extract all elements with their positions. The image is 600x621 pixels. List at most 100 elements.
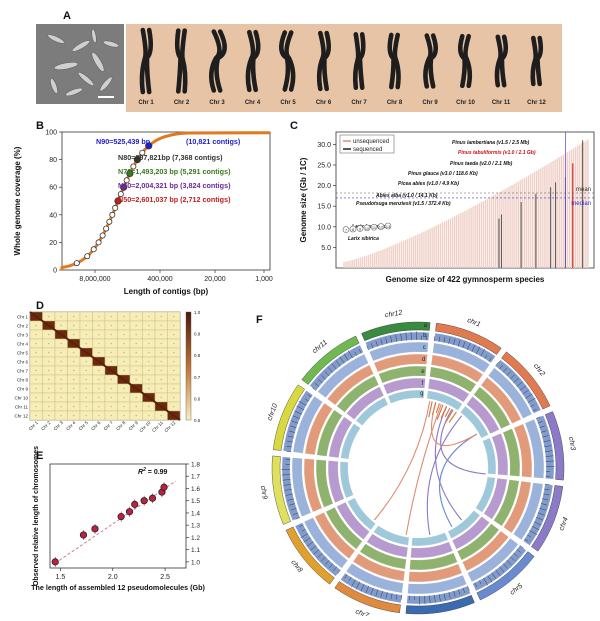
curve-point: [213, 131, 216, 134]
chromosome-label: Chr 7: [351, 100, 367, 106]
x-tick-label: 1.5: [56, 574, 66, 581]
chromatid: [460, 36, 464, 86]
contact-dot: [48, 370, 50, 372]
curve-point: [237, 131, 240, 134]
circos-plot: chr1chr2chr3chr4chr5chr6chr7chr8chr9chr1…: [230, 300, 600, 616]
y-tick-label: 1.7: [191, 474, 200, 481]
contact-dot: [135, 397, 137, 399]
chromatid: [465, 36, 469, 86]
contact-dot: [98, 325, 100, 327]
n-marker: [91, 247, 96, 252]
n-marker: [100, 233, 105, 238]
heatmap-row-label: Chr 12: [14, 414, 28, 419]
contact-dot: [160, 370, 162, 372]
species-label: Larix sibirica: [348, 236, 379, 242]
y-tick-label: 1.5: [191, 498, 200, 505]
species-label: Abies alba (v1.0 / 14.1 Kb): [375, 193, 438, 199]
contact-dot: [173, 352, 175, 354]
contact-dot: [73, 316, 75, 318]
contact-dot: [98, 379, 100, 381]
contact-dot: [60, 370, 62, 372]
contact-dot: [85, 406, 87, 408]
chromosome-8: [390, 35, 399, 87]
data-point: [161, 484, 167, 490]
contact-dot: [98, 352, 100, 354]
contact-dot: [160, 388, 162, 390]
contact-dot: [35, 388, 37, 390]
data-point: [80, 532, 86, 538]
chromosome-label: Chr 10: [456, 100, 475, 106]
y-tick-label: 5.0: [321, 245, 331, 252]
curve-point: [249, 131, 252, 134]
contact-dot: [135, 316, 137, 318]
chromosome-label: Chr 8: [387, 100, 403, 106]
contact-dot: [148, 334, 150, 336]
contact-dot: [35, 406, 37, 408]
contact-dot: [160, 397, 162, 399]
contact-dot: [173, 316, 175, 318]
heatmap-col-label: Chr 5: [78, 420, 90, 432]
curve-point: [240, 131, 243, 134]
contact-dot: [98, 415, 100, 417]
chromatid: [355, 34, 358, 87]
contact-dot: [160, 316, 162, 318]
contact-dot: [135, 334, 137, 336]
synteny-link: [435, 406, 461, 520]
contact-dot: [135, 361, 137, 363]
contact-dot: [73, 325, 75, 327]
heatmap-row-label: Chr 5: [17, 351, 29, 356]
heatmap-col-label: Chr 1: [28, 420, 40, 432]
heatmap-col-label: Chr 6: [90, 420, 102, 432]
species-label: Pinus taeda (v2.0 / 2.1 Mb): [450, 161, 513, 167]
contact-dot: [48, 388, 50, 390]
contact-dot: [110, 334, 112, 336]
n-annotation-detail: (10,821 contigs): [186, 137, 241, 146]
chromosome-name: chr10: [266, 403, 279, 422]
contact-dot: [110, 352, 112, 354]
contact-dot: [173, 325, 175, 327]
contact-dot: [123, 388, 125, 390]
contact-dot: [160, 343, 162, 345]
contact-dot: [48, 343, 50, 345]
contact-dot: [123, 415, 125, 417]
y-tick-label: 1.1: [191, 547, 200, 554]
panel-d-label: D: [36, 300, 44, 312]
contact-dot: [85, 316, 87, 318]
heatmap-row-label: Chr 1: [17, 315, 29, 320]
contact-dot: [160, 379, 162, 381]
color-scale: [186, 312, 191, 420]
heatmap-row-label: Chr 3: [17, 333, 29, 338]
contact-dot: [60, 316, 62, 318]
chromosome-2: [177, 31, 185, 92]
contact-dot: [135, 343, 137, 345]
curve-point: [222, 131, 225, 134]
contact-dot: [60, 352, 62, 354]
n-marker: [110, 212, 115, 217]
contact-dot: [160, 334, 162, 336]
n-marker: [107, 219, 112, 224]
curve-point: [258, 131, 261, 134]
x-tick-label: 8,000,000: [79, 276, 110, 283]
contact-dot: [73, 370, 75, 372]
chromatid: [502, 37, 506, 85]
contact-dot: [73, 334, 75, 336]
legend-unsequenced: unsequenced: [353, 139, 389, 145]
y-tick-label: 30.0: [317, 142, 331, 149]
curve-point: [225, 131, 228, 134]
contact-dot: [73, 352, 75, 354]
chromosome-name: chr11: [311, 339, 329, 355]
chromosome-name: chr7: [354, 608, 370, 616]
contact-dot: [98, 316, 100, 318]
data-point: [92, 526, 98, 532]
contact-dot: [35, 361, 37, 363]
contact-dot: [60, 415, 62, 417]
contact-dot: [73, 406, 75, 408]
track-label: d: [422, 357, 425, 363]
contact-dot: [48, 397, 50, 399]
synteny-link: [440, 434, 477, 527]
contact-dot: [98, 334, 100, 336]
